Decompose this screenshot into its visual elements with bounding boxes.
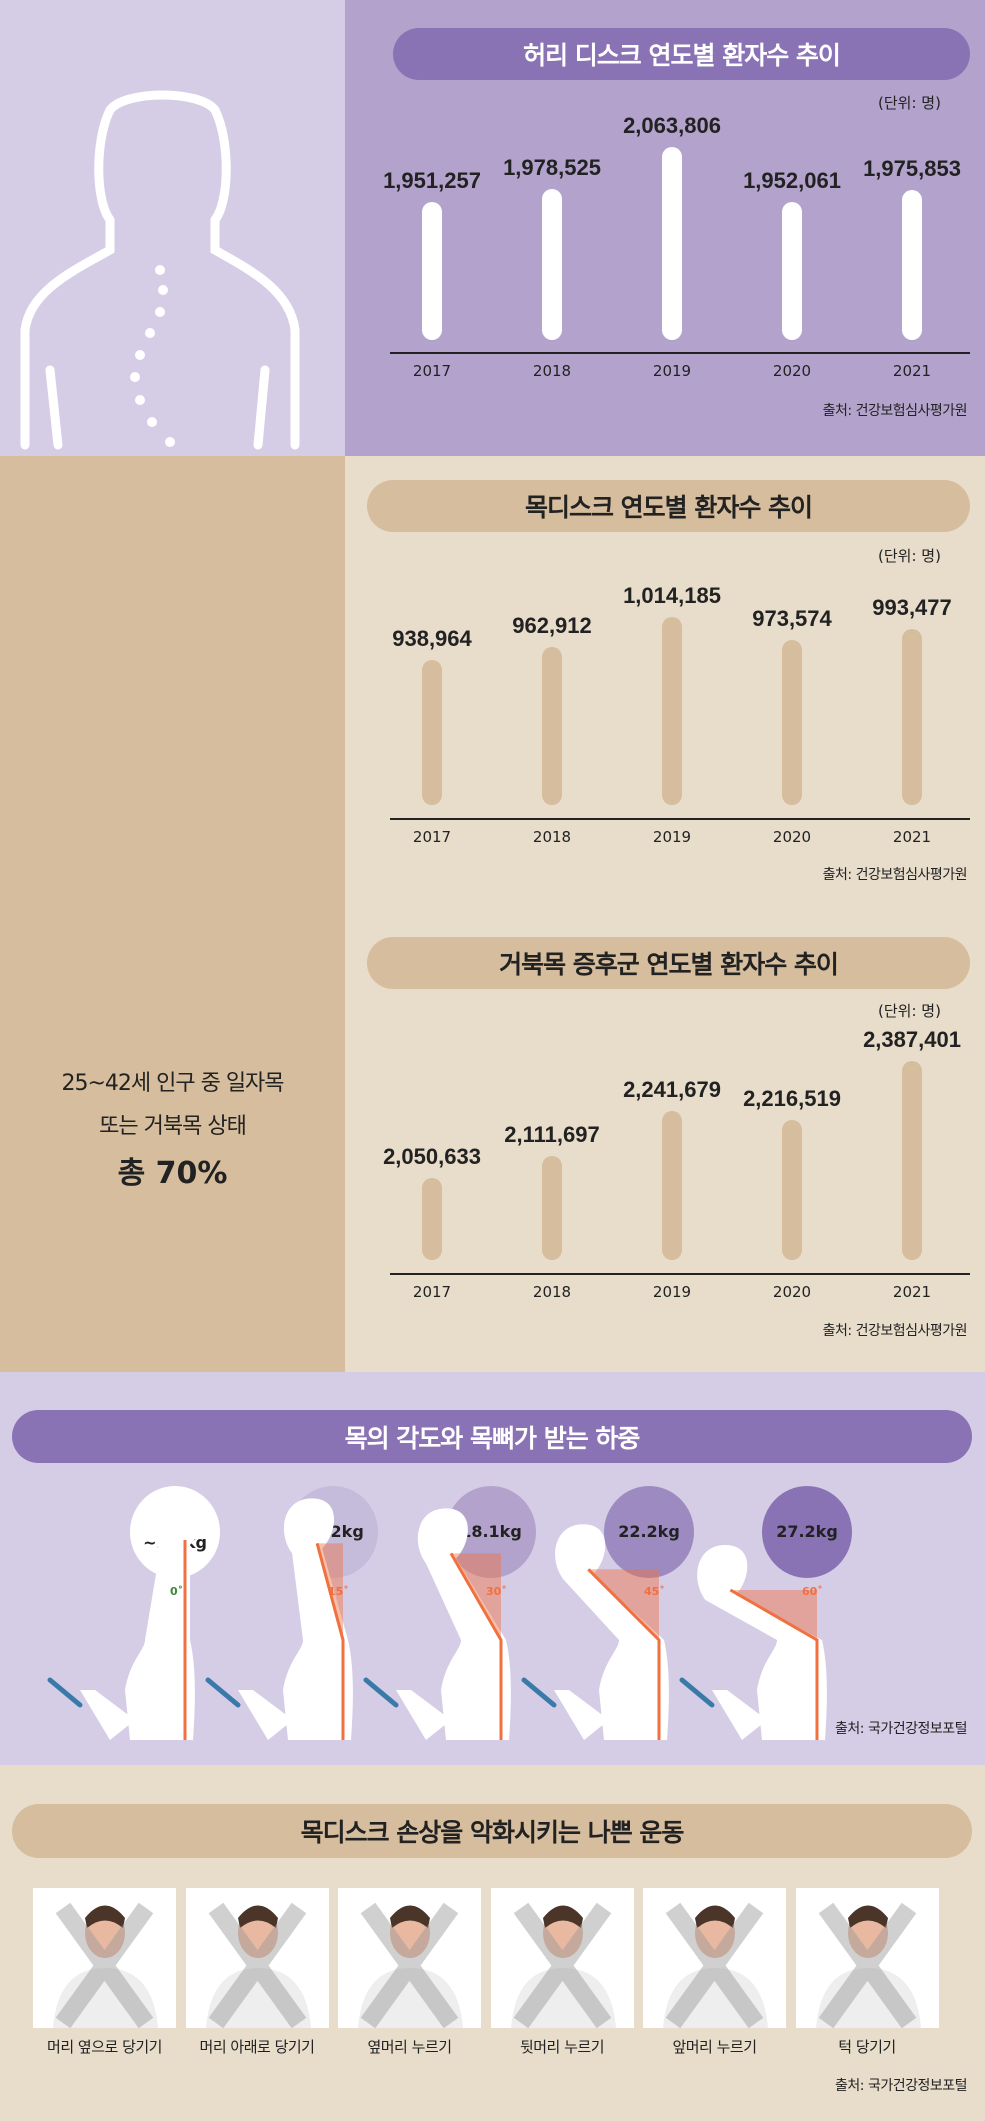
x-tick-label: 2019 xyxy=(652,362,692,380)
x-axis-line xyxy=(390,352,970,354)
load-circle: 4.5 ~5.4kg xyxy=(130,1486,220,1578)
source-text: 출처: 건강보험심사평가원 xyxy=(822,403,968,419)
x-axis-line xyxy=(390,1273,970,1275)
value-label: 1,952,061 xyxy=(743,167,841,193)
unit-label: (단위: 명) xyxy=(878,94,941,112)
bar-2020 xyxy=(782,201,802,340)
angle-label: 0˚ xyxy=(170,1585,184,1598)
value-label: 2,241,679 xyxy=(623,1077,721,1103)
load-circle: 12.2kg xyxy=(288,1486,378,1578)
bar-2019 xyxy=(662,1111,682,1260)
load-circle: 18.1kg xyxy=(446,1486,536,1578)
x-tick-label: 2017 xyxy=(412,362,452,380)
stat-line-1: 25~42세 인구 중 일자목 xyxy=(61,1071,284,1096)
bad-exercise-title: 목디스크 손상을 악화시키는 나쁜 운동 xyxy=(12,1804,972,1858)
stat-line-3: 총 70% xyxy=(117,1156,228,1191)
load-circle: 22.2kg xyxy=(604,1486,694,1578)
spine-illustration-panel xyxy=(0,0,345,456)
exercise-image xyxy=(795,1888,939,2028)
x-mark-icon xyxy=(205,1902,311,2028)
bar-2017 xyxy=(422,202,442,340)
bar-2019 xyxy=(662,147,682,340)
x-tick-label: 2021 xyxy=(892,828,932,846)
angle-label: 15˚ xyxy=(328,1585,349,1598)
exercise-image xyxy=(643,1888,786,2028)
x-mark-icon xyxy=(53,1902,158,2028)
x-tick-label: 2019 xyxy=(652,1283,692,1301)
x-mark-icon xyxy=(815,1902,921,2028)
load-circle: 27.2kg xyxy=(762,1486,852,1578)
value-label: 938,964 xyxy=(392,626,472,652)
bar-2017 xyxy=(422,660,442,805)
value-label: 2,387,401 xyxy=(863,1026,961,1052)
unit-label: (단위: 명) xyxy=(878,547,941,565)
neck-load-title: 목의 각도와 목뼈가 받는 하중 xyxy=(12,1410,972,1463)
bar-2019 xyxy=(662,617,682,805)
unit-label: (단위: 명) xyxy=(878,1002,941,1020)
value-label: 973,574 xyxy=(752,606,832,632)
bar-2018 xyxy=(542,1156,562,1260)
angle-label: 45˚ xyxy=(644,1585,665,1598)
x-tick-label: 2021 xyxy=(892,362,932,380)
bar-2017 xyxy=(422,1177,442,1260)
x-tick-label: 2017 xyxy=(412,1283,452,1301)
x-tick-label: 2018 xyxy=(532,828,572,846)
x-mark-icon xyxy=(663,1902,768,2028)
exercise-image xyxy=(490,1888,634,2028)
bar-2018 xyxy=(542,188,562,340)
exercise-image xyxy=(338,1888,481,2028)
stat-panel xyxy=(0,456,345,1372)
value-label: 2,216,519 xyxy=(743,1086,841,1112)
bar-2021 xyxy=(902,629,922,805)
exercise-label: 머리 아래로 당기기 xyxy=(199,2038,315,2056)
chart-title-neck-disc: 목디스크 연도별 환자수 추이 xyxy=(367,480,970,532)
x-tick-label: 2020 xyxy=(772,828,812,846)
bar-chart-lumbar: 1,951,257 2017 1,978,525 2018 2,063,806 2019 1… xyxy=(383,0,970,456)
source-text: 출처: 건강보험심사평가원 xyxy=(822,867,968,883)
chart-title-turtle-neck: 거북목 증후군 연도별 환자수 추이 xyxy=(367,937,970,989)
exercise-image xyxy=(185,1888,329,2028)
exercise-label: 앞머리 누르기 xyxy=(672,2038,757,2056)
x-mark-icon xyxy=(358,1902,463,2028)
spine-person-icon xyxy=(20,90,300,450)
bar-2021 xyxy=(902,190,922,340)
bar-chart-neck-disc: 938,964 2017 962,912 2018 1,014,185 2019 973,5… xyxy=(390,456,970,916)
value-label: 1,978,525 xyxy=(503,154,601,180)
bar-2020 xyxy=(782,1120,802,1260)
x-tick-label: 2018 xyxy=(532,362,572,380)
value-label: 1,975,853 xyxy=(863,156,961,182)
value-label: 1,951,257 xyxy=(383,168,481,194)
value-label: 1,014,185 xyxy=(623,583,721,609)
value-label: 962,912 xyxy=(512,612,592,638)
x-tick-label: 2020 xyxy=(772,362,812,380)
value-label: 2,063,806 xyxy=(623,113,721,139)
chart-title-lumbar: 허리 디스크 연도별 환자수 추이 xyxy=(393,28,970,80)
source-text: 출처: 건강보험심사평가원 xyxy=(822,1323,968,1339)
value-label: 2,050,633 xyxy=(383,1143,481,1169)
x-tick-label: 2017 xyxy=(412,828,452,846)
x-tick-label: 2019 xyxy=(652,828,692,846)
x-tick-label: 2020 xyxy=(772,1283,812,1301)
value-label: 2,111,697 xyxy=(504,1122,600,1148)
bar-2018 xyxy=(542,646,562,805)
value-label: 993,477 xyxy=(872,595,952,621)
x-tick-label: 2018 xyxy=(532,1283,572,1301)
source-text: 출처: 국가건강정보포털 xyxy=(835,1721,967,1737)
angle-label: 30˚ xyxy=(486,1585,507,1598)
exercise-label: 턱 당기기 xyxy=(838,2038,896,2056)
exercise-label: 머리 옆으로 당기기 xyxy=(47,2038,162,2056)
exercise-label: 옆머리 누르기 xyxy=(367,2038,452,2056)
bar-chart-turtle-neck: 2,050,633 2017 2,111,697 2018 2,241,679 2019 2… xyxy=(383,916,970,1372)
x-tick-label: 2021 xyxy=(892,1283,932,1301)
bar-2020 xyxy=(782,640,802,805)
source-text: 출처: 국가건강정보포털 xyxy=(835,2078,967,2094)
x-mark-icon xyxy=(510,1902,616,2028)
bar-2021 xyxy=(902,1060,922,1260)
stat-line-2: 또는 거북목 상태 xyxy=(99,1114,247,1139)
exercise-label: 뒷머리 누르기 xyxy=(519,2038,605,2056)
x-axis-line xyxy=(390,818,970,820)
exercise-image xyxy=(33,1888,176,2028)
angle-label: 60˚ xyxy=(802,1585,823,1598)
